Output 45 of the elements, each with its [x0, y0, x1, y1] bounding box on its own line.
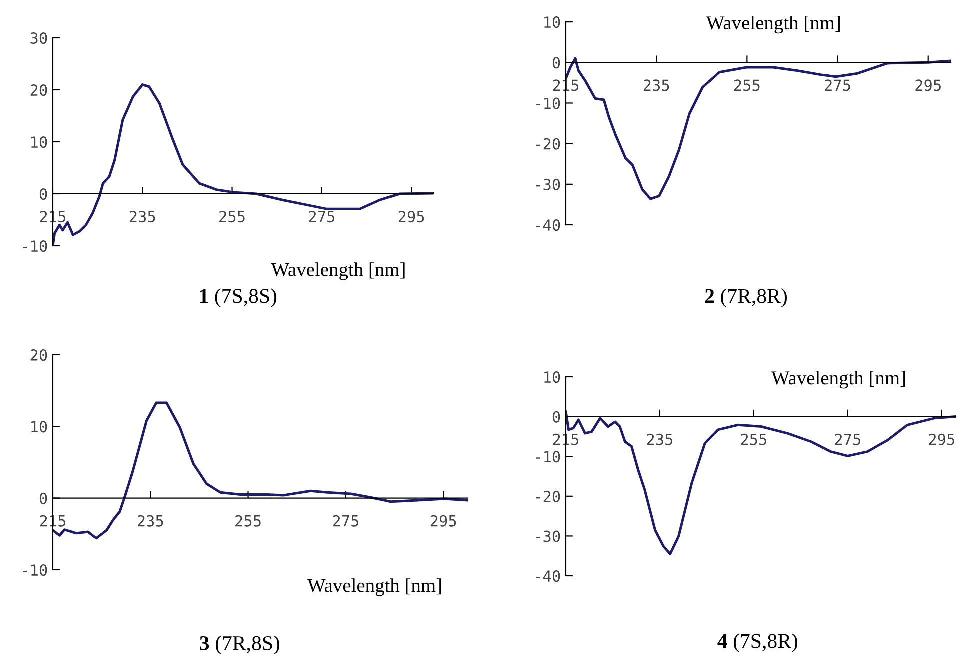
x-tick-label: 235: [647, 434, 673, 446]
x-tick-label: 255: [220, 211, 245, 223]
y-tick-label: 0: [40, 492, 48, 504]
x-tick-label: 255: [734, 80, 760, 92]
y-tick-label: 10: [32, 136, 48, 148]
text: 1 (7S,8S): [200, 288, 277, 308]
y-tick-label: -10: [23, 240, 48, 252]
x-tick-label: 235: [130, 211, 156, 223]
y-tick-label: -40: [536, 570, 560, 582]
text: 2 (7R,8R): [705, 288, 787, 308]
x-tick-label: 275: [825, 80, 850, 92]
x-axis-title: Wavelength [nm]: [271, 262, 405, 280]
x-tick-label: 275: [309, 211, 334, 223]
x-tick-label: 235: [138, 515, 164, 527]
text: 4 (7S,8R): [718, 634, 798, 653]
y-tick-label: -30: [536, 178, 560, 190]
x-tick-label: 275: [333, 515, 358, 527]
y-tick-label: 0: [40, 188, 48, 200]
y-tick-label: -10: [536, 451, 560, 463]
y-tick-label: -20: [536, 490, 560, 502]
y-tick-label: -20: [536, 138, 560, 150]
y-tick-label: 10: [544, 372, 560, 384]
y-tick-label: -10: [23, 564, 48, 576]
x-tick-label: 235: [644, 80, 670, 92]
y-tick-label: 0: [552, 411, 560, 423]
y-tick-label: 20: [30, 84, 48, 96]
y-tick-label: 10: [32, 421, 48, 433]
y-tick-label: 20: [30, 349, 48, 362]
y-tick-label: -10: [536, 98, 560, 110]
x-tick-label: 255: [236, 515, 261, 527]
x-tick-label: 295: [398, 211, 424, 223]
x-axis-title: Wavelength [nm]: [706, 16, 840, 34]
y-tick-label: -30: [536, 530, 560, 542]
text: 3 (7R,8S): [200, 636, 280, 655]
x-tick-label: 255: [741, 434, 767, 446]
y-tick-label: 30: [30, 32, 48, 44]
x-axis-title: Wavelength [nm]: [771, 371, 906, 389]
y-tick-label: 10: [544, 16, 560, 28]
y-tick-label: 0: [552, 57, 560, 69]
x-tick-label: 295: [430, 515, 456, 527]
x-tick-label: 295: [929, 434, 954, 446]
x-tick-label: 275: [835, 434, 860, 446]
x-tick-label: 295: [916, 80, 941, 92]
y-tick-label: -40: [536, 220, 560, 232]
x-axis-title: Wavelength [nm]: [308, 578, 442, 596]
